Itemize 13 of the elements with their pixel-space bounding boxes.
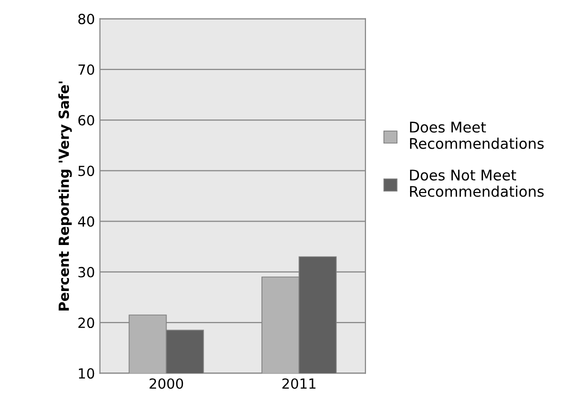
y-tick-label: 70 bbox=[78, 64, 94, 75]
y-tick-label: 40 bbox=[78, 216, 94, 227]
y-tick-label: 20 bbox=[78, 318, 94, 328]
y-tick-label: 10 bbox=[78, 368, 94, 379]
legend-label: Does Not Meet Recommendations bbox=[410, 170, 544, 197]
x-tick-label: 2000 bbox=[150, 378, 184, 389]
legend-label: Does Meet Recommendations bbox=[410, 122, 544, 149]
y-axis-title: Percent Reporting 'Very Safe' bbox=[58, 82, 72, 310]
y-tick-label: 50 bbox=[78, 166, 94, 176]
y-tick-label: 80 bbox=[78, 14, 94, 24]
y-tick-label: 60 bbox=[78, 115, 94, 126]
y-tick-label: 30 bbox=[78, 266, 94, 278]
x-tick-label: 2011 bbox=[282, 378, 316, 389]
